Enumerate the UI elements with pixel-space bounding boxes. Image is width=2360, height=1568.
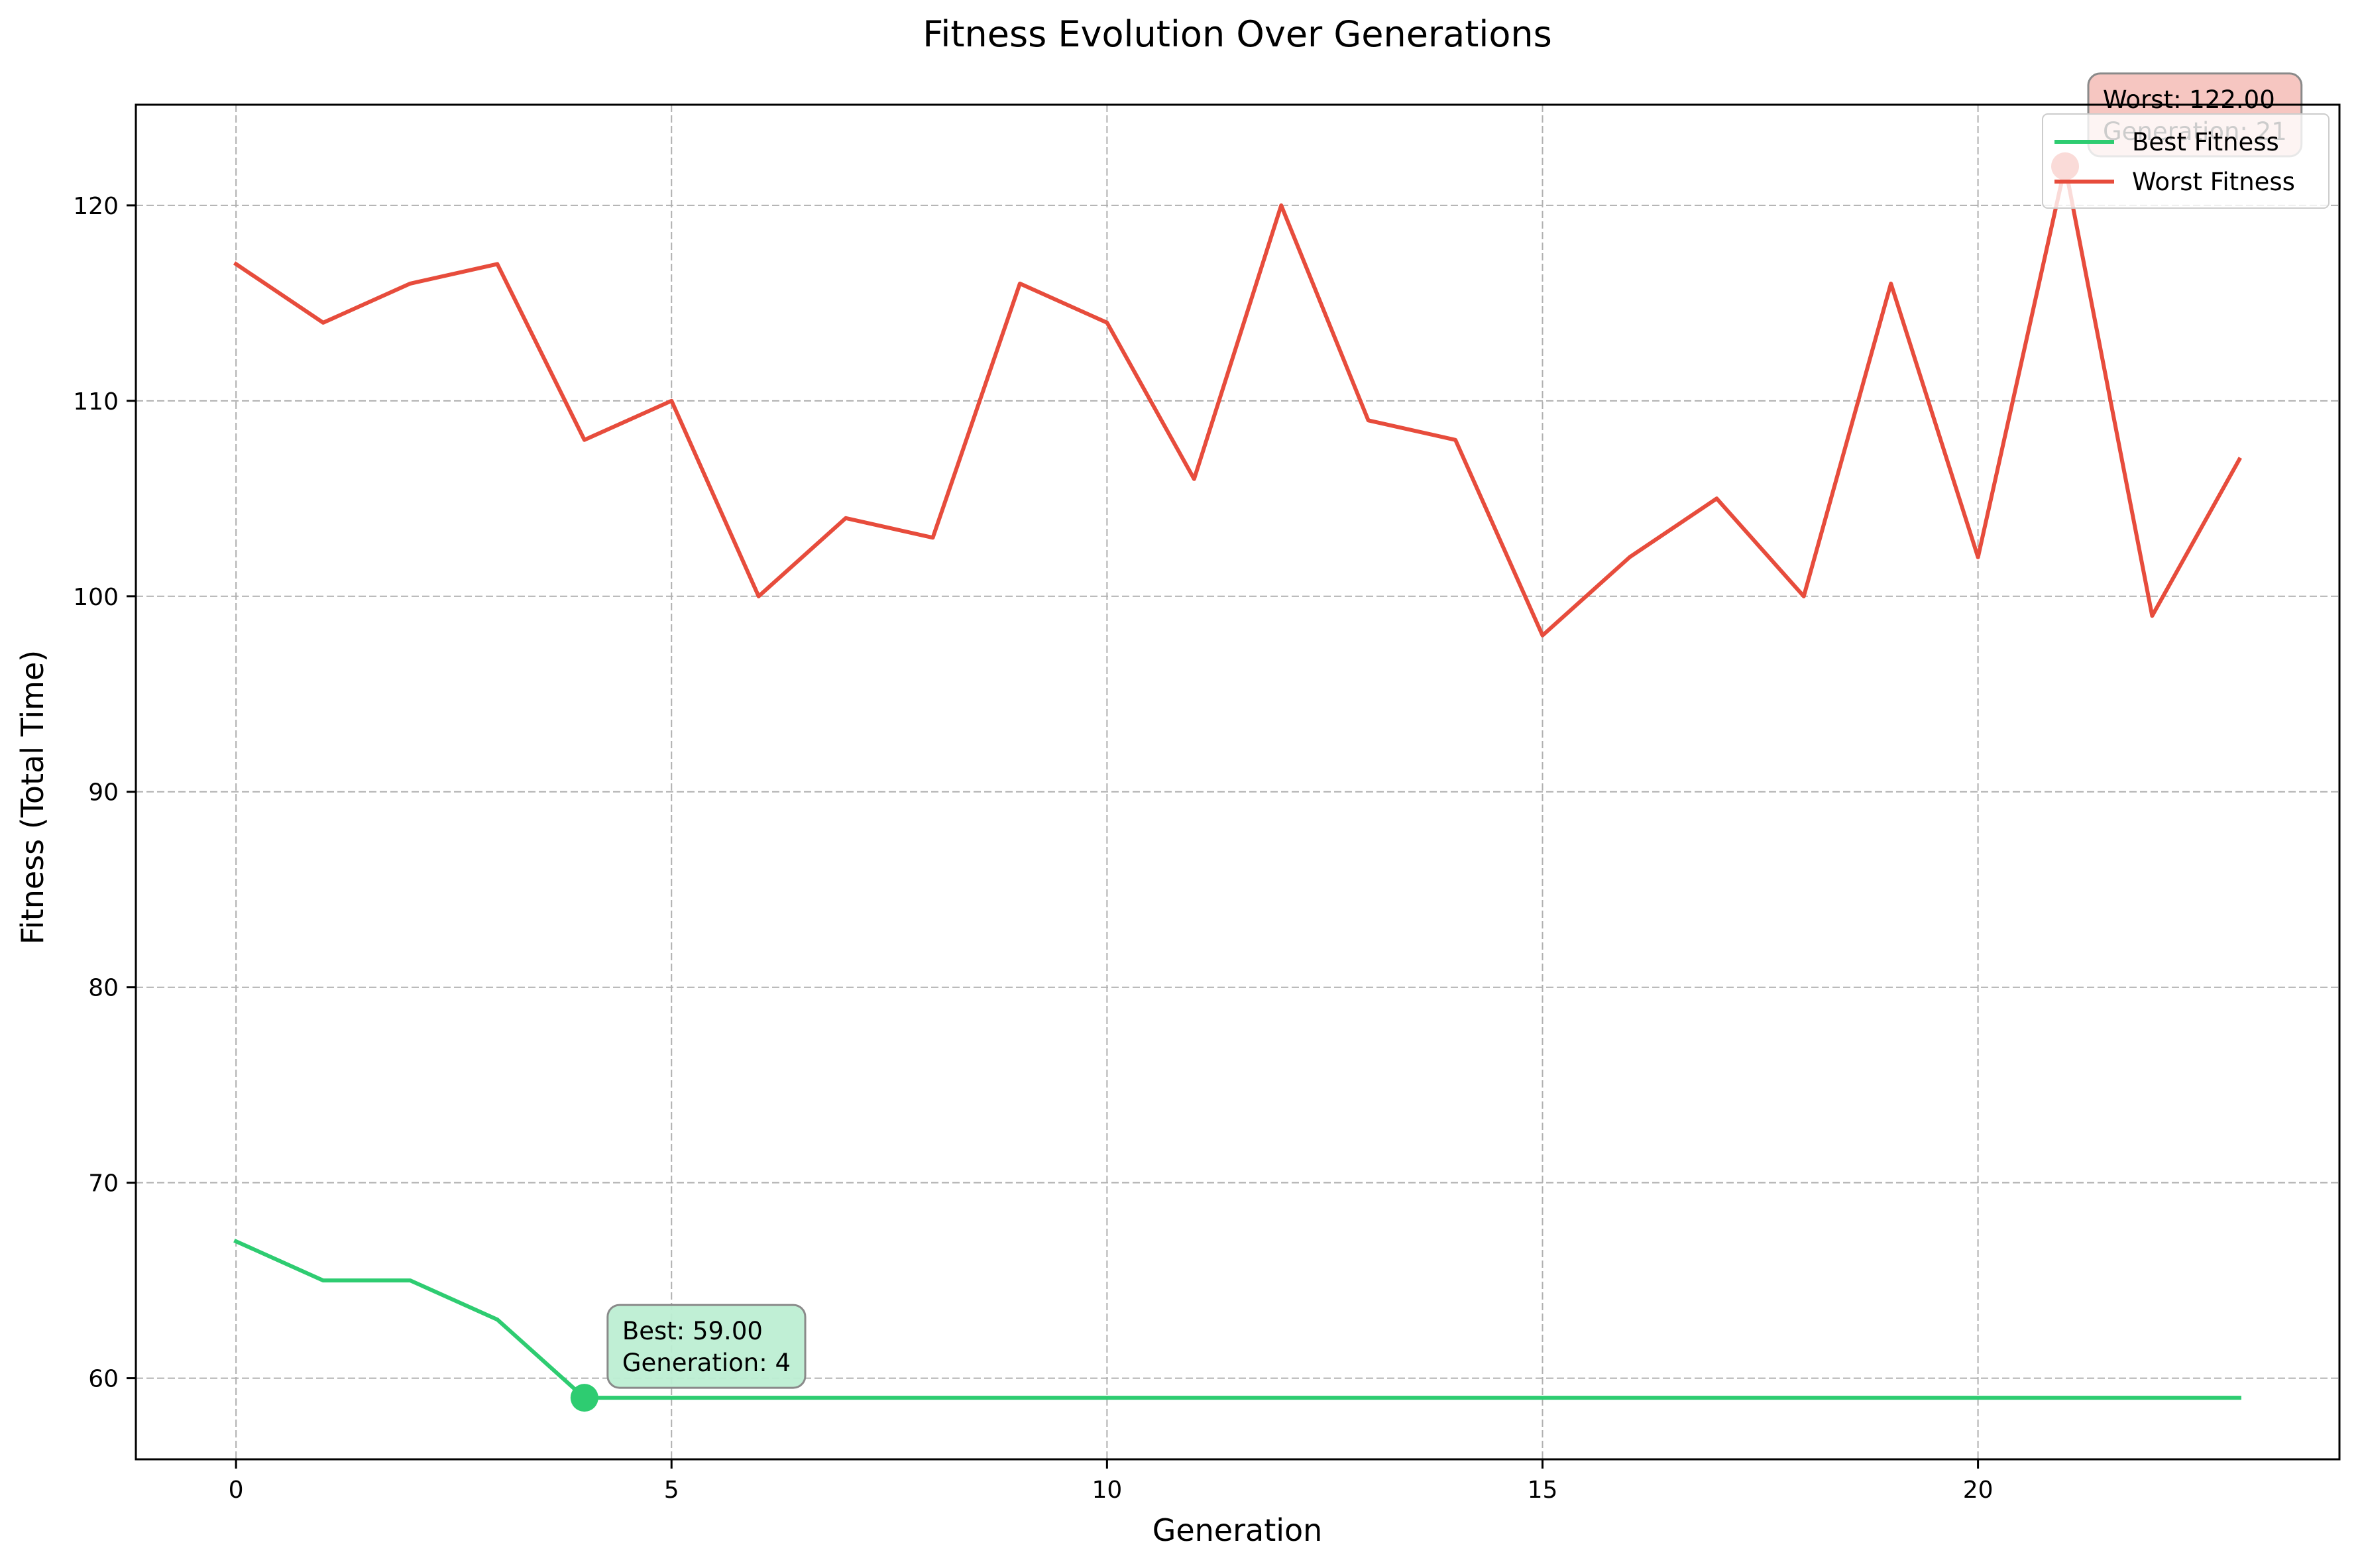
y-axis-label: Fitness (Total Time): [15, 650, 50, 944]
best-fitness-line: [233, 1239, 2241, 1400]
y-tick-label: 70: [88, 1170, 119, 1198]
x-tick-label: 0: [229, 1477, 244, 1504]
x-axis-label: Generation: [1152, 1512, 1323, 1548]
best-fitness-legend-label: Best Fitness: [2132, 128, 2279, 156]
series-lines: [233, 164, 2242, 1400]
x-tick-label: 15: [1528, 1477, 1558, 1504]
y-tick-label: 60: [88, 1366, 119, 1393]
plot-frame: [135, 103, 2341, 1461]
x-tick-label: 20: [1963, 1477, 1994, 1504]
annotation-text: Best: 59.00: [622, 1317, 763, 1345]
grid: [136, 105, 2339, 1459]
legend: Best Fitness Worst Fitness: [2042, 113, 2330, 209]
chart-title: Fitness Evolution Over Generations: [923, 13, 1552, 55]
best-fitness-marker: [570, 1384, 598, 1412]
annotation-box: [606, 1304, 807, 1389]
axis-ticks: 0 5 10 15 20 60 70 80 90 100 110 120: [73, 193, 1993, 1504]
x-tick-label: 5: [664, 1477, 679, 1504]
worst-fitness-line: [233, 164, 2242, 638]
worst-fitness-legend-label: Worst Fitness: [2132, 168, 2295, 196]
legend-box: [2042, 113, 2330, 209]
y-tick-label: 110: [73, 388, 119, 416]
y-tick-label: 100: [73, 584, 119, 611]
y-tick-label: 90: [88, 779, 119, 807]
best-fitness-annotation: Best: 59.00 Generation: 4: [606, 1304, 807, 1389]
annotation-text: Generation: 4: [622, 1349, 791, 1377]
annotation-text: Worst: 122.00: [2103, 85, 2275, 114]
y-tick-label: 120: [73, 193, 119, 220]
y-tick-label: 80: [88, 975, 119, 1002]
x-tick-label: 10: [1092, 1477, 1122, 1504]
